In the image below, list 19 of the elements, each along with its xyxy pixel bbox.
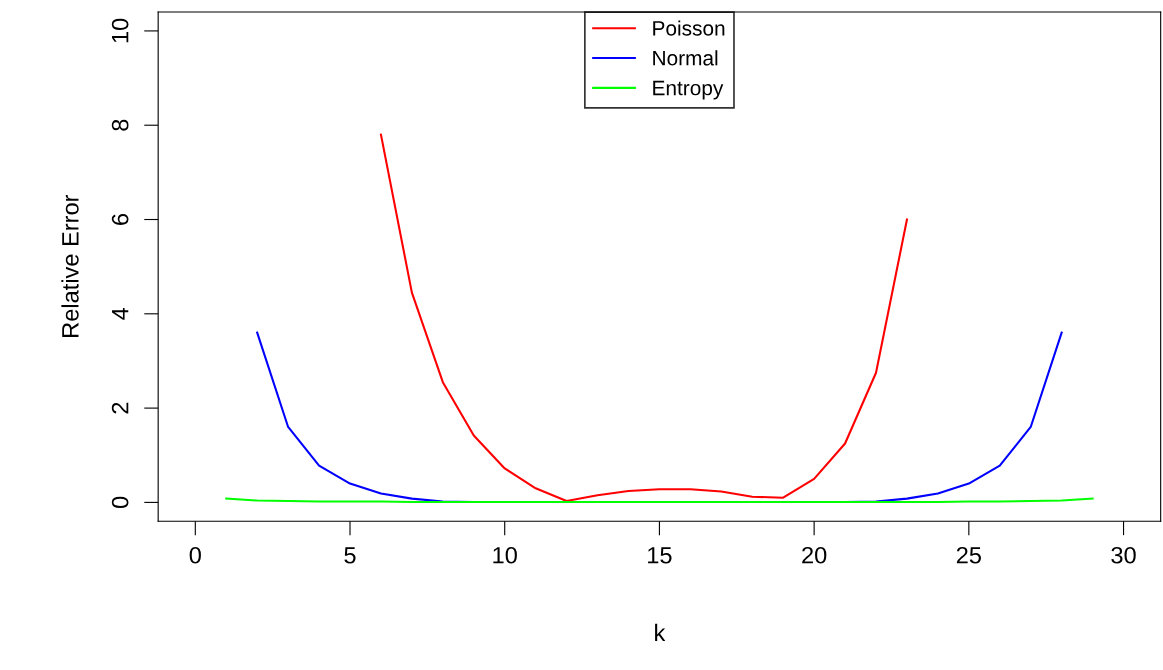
legend-label: Entropy	[653, 80, 724, 100]
x-tick-label: 0	[189, 546, 201, 564]
line-series	[379, 133, 908, 503]
y-tick-label: 6	[111, 213, 129, 225]
x-tick-label: 20	[802, 546, 827, 564]
legend-label: Normal	[653, 50, 718, 66]
x-tick-label: 10	[493, 546, 517, 564]
x-tick-label: 30	[1111, 546, 1136, 564]
x-axis-title: k	[655, 623, 666, 641]
y-tick-label: 2	[111, 402, 129, 414]
y-tick-label: 10	[111, 18, 129, 43]
x-tick-label: 25	[956, 546, 981, 564]
x-tick-label: 5	[344, 547, 356, 564]
legend-label: Poisson	[653, 20, 725, 36]
x-tick-label: 15	[648, 547, 672, 564]
y-tick-label: 0	[111, 496, 129, 509]
y-tick-label: 4	[112, 307, 129, 320]
y-tick-label: 8	[111, 119, 129, 131]
y-axis-title: Relative Error	[61, 194, 79, 337]
